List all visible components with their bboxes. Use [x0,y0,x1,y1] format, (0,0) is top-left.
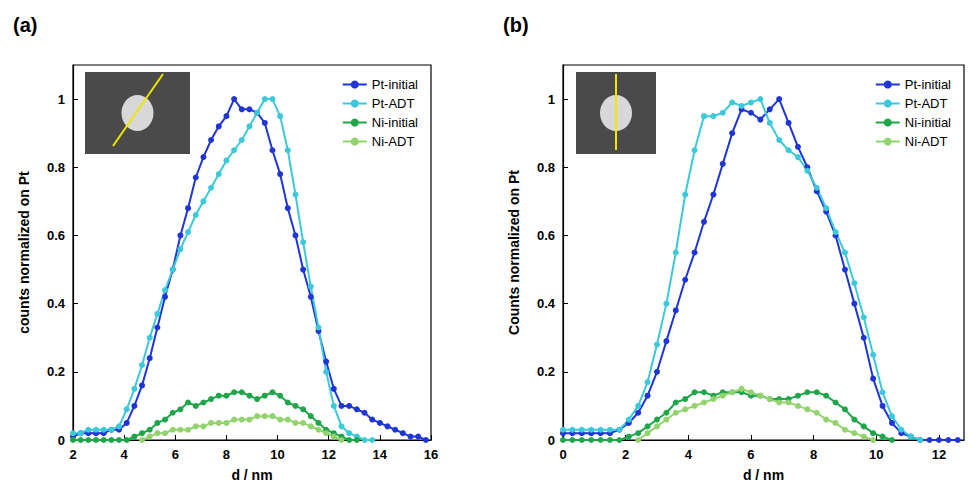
svg-text:0.6: 0.6 [47,228,65,243]
svg-text:14: 14 [373,447,388,462]
svg-text:0.4: 0.4 [47,296,66,311]
svg-text:12: 12 [932,447,946,462]
svg-text:Pt-ADT: Pt-ADT [372,96,415,111]
svg-text:Counts normalized on Pt: Counts normalized on Pt [506,170,522,335]
svg-text:8: 8 [810,447,817,462]
svg-text:0.2: 0.2 [47,364,65,379]
svg-text:(b): (b) [503,14,529,36]
svg-text:2: 2 [69,447,76,462]
svg-text:0: 0 [559,447,566,462]
svg-text:0.8: 0.8 [47,160,65,175]
svg-text:0: 0 [58,433,65,448]
svg-text:Ni-initial: Ni-initial [905,115,951,130]
svg-text:6: 6 [172,447,179,462]
svg-text:d / nm: d / nm [743,467,784,483]
svg-text:Ni-ADT: Ni-ADT [372,134,415,149]
svg-text:Pt-ADT: Pt-ADT [905,96,948,111]
svg-text:0.8: 0.8 [537,160,555,175]
svg-text:4: 4 [121,447,129,462]
svg-text:16: 16 [424,447,438,462]
svg-text:2: 2 [622,447,629,462]
svg-text:0.6: 0.6 [537,228,555,243]
svg-text:6: 6 [747,447,754,462]
svg-text:10: 10 [869,447,883,462]
svg-text:Pt-initial: Pt-initial [372,77,418,92]
svg-text:Ni-initial: Ni-initial [372,115,418,130]
svg-text:counts normalized on Pt: counts normalized on Pt [16,171,32,334]
svg-text:1: 1 [58,92,65,107]
svg-text:1: 1 [548,92,555,107]
svg-text:12: 12 [321,447,335,462]
svg-text:0.4: 0.4 [537,296,556,311]
svg-text:4: 4 [685,447,693,462]
svg-text:d / nm: d / nm [231,467,272,483]
svg-text:0.2: 0.2 [537,364,555,379]
svg-text:8: 8 [223,447,230,462]
svg-text:0: 0 [548,433,555,448]
svg-text:Ni-ADT: Ni-ADT [905,134,948,149]
svg-text:10: 10 [270,447,284,462]
svg-text:Pt-initial: Pt-initial [905,77,951,92]
svg-text:(a): (a) [13,14,37,36]
